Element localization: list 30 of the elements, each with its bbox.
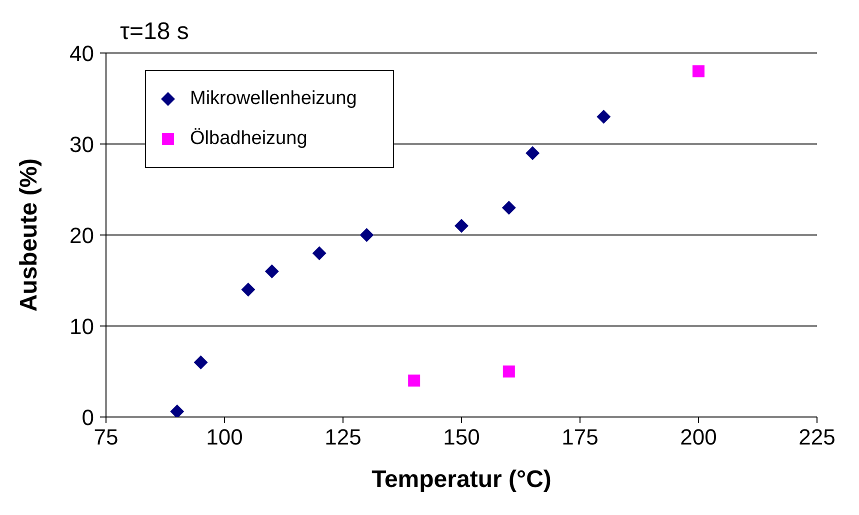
- x-tick-label: 200: [680, 424, 717, 450]
- point: [454, 218, 468, 233]
- point: [408, 374, 420, 387]
- point: [596, 110, 611, 124]
- y-axis-title: Ausbeute (%): [16, 158, 43, 312]
- chart-title: τ=18 s: [120, 18, 189, 46]
- point: [502, 200, 516, 215]
- y-tick-label: 10: [70, 314, 94, 339]
- point: [241, 282, 256, 297]
- legend-label: Ölbadheizung: [190, 128, 308, 150]
- legend-label: Mikrowellenheizung: [190, 88, 357, 110]
- x-tick-label: 175: [562, 424, 598, 450]
- y-tick-label: 0: [82, 404, 94, 430]
- point: [692, 65, 704, 78]
- x-axis-title: Temperatur (°C): [372, 466, 552, 493]
- point: [526, 146, 540, 160]
- point: [264, 264, 279, 278]
- point: [170, 404, 184, 417]
- point: [360, 228, 374, 242]
- point: [502, 366, 515, 378]
- x-tick-label: 225: [798, 424, 836, 450]
- point: [312, 246, 326, 260]
- point: [194, 355, 208, 370]
- x-tick-label: 75: [94, 424, 118, 450]
- x-tick-label: 100: [206, 424, 243, 450]
- x-tick-label: 150: [443, 424, 480, 450]
- y-tick-label: 40: [70, 40, 94, 66]
- x-tick-label: 125: [324, 424, 362, 450]
- y-tick-label: 30: [70, 132, 94, 157]
- y-tick-label: 20: [70, 222, 94, 248]
